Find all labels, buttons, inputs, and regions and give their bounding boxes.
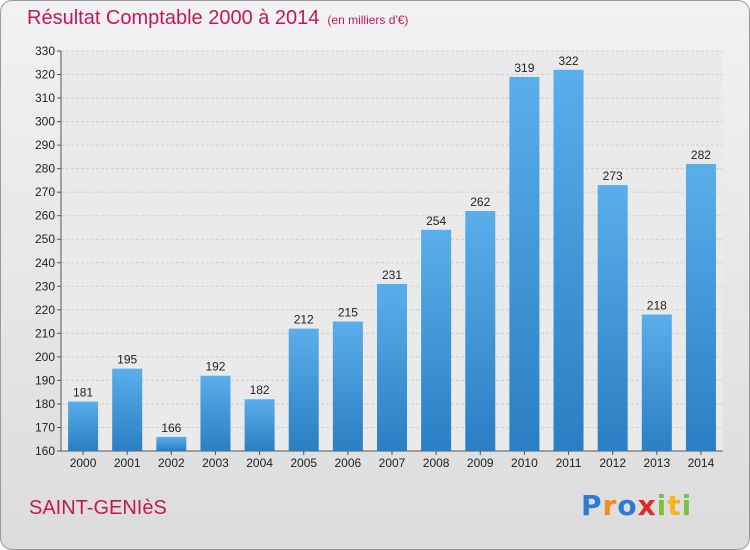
data-label: 182 [250, 383, 270, 397]
bar [244, 399, 275, 451]
y-tick-label: 230 [35, 279, 55, 293]
bar [376, 283, 408, 451]
data-label: 282 [691, 148, 711, 162]
y-tick-label: 330 [35, 44, 55, 58]
x-tick-label: 2003 [202, 456, 229, 470]
bar [332, 321, 363, 451]
x-tick-label: 2002 [158, 456, 185, 470]
bar [597, 185, 628, 451]
logo-letter: x [637, 489, 657, 522]
logo-letter: i [656, 489, 668, 522]
data-label: 195 [117, 353, 137, 367]
x-tick-label: 2006 [335, 456, 362, 470]
y-tick-label: 300 [35, 115, 55, 129]
x-tick-label: 2011 [556, 456, 582, 470]
x-tick-label: 2012 [599, 456, 626, 470]
y-tick-label: 320 [35, 68, 55, 82]
y-tick-label: 290 [35, 138, 55, 152]
y-tick-label: 200 [35, 350, 55, 364]
y-tick-label: 240 [35, 256, 55, 270]
data-label: 192 [205, 360, 225, 374]
data-label: 231 [382, 268, 402, 282]
y-tick-label: 270 [35, 185, 55, 199]
x-tick-label: 2004 [246, 456, 273, 470]
bar [465, 211, 496, 451]
data-label: 319 [514, 61, 534, 75]
x-tick-label: 2014 [688, 456, 715, 470]
y-tick-label: 250 [35, 232, 55, 246]
x-tick-label: 2010 [511, 456, 538, 470]
data-label: 322 [559, 54, 579, 68]
y-tick-label: 160 [35, 444, 55, 458]
chart-title: Résultat Comptable 2000 à 2014 (en millie… [27, 7, 408, 30]
bar [156, 436, 187, 451]
bar [200, 375, 231, 451]
bar [421, 229, 452, 451]
bar [553, 69, 584, 451]
x-tick-label: 2007 [379, 456, 406, 470]
y-tick-label: 280 [35, 162, 55, 176]
data-label: 212 [294, 313, 314, 327]
logo-letter: o [617, 489, 638, 522]
logo-letter: t [667, 489, 682, 522]
data-label: 254 [426, 214, 446, 228]
x-tick-label: 2013 [643, 456, 670, 470]
x-tick-label: 2000 [70, 456, 97, 470]
y-tick-label: 170 [35, 420, 55, 434]
data-label: 215 [338, 306, 358, 320]
y-tick-label: 260 [35, 209, 55, 223]
logo-letter: P [581, 489, 603, 522]
y-tick-label: 310 [35, 91, 55, 105]
bar [685, 163, 716, 452]
y-tick-label: 180 [35, 397, 55, 411]
data-label: 166 [161, 421, 181, 435]
logo-letter: r [602, 489, 618, 522]
bar [288, 328, 319, 451]
x-tick-label: 2001 [114, 456, 141, 470]
x-tick-label: 2008 [423, 456, 450, 470]
y-tick-label: 220 [35, 303, 55, 317]
bar [112, 368, 143, 451]
logo-letter: i [681, 489, 693, 522]
chart-subtitle: (en milliers d'€) [327, 13, 409, 27]
y-tick-label: 190 [35, 373, 55, 387]
title-text: Résultat Comptable 2000 à 2014 [27, 7, 320, 29]
bar [509, 76, 540, 451]
bar [68, 401, 99, 451]
x-tick-label: 2009 [467, 456, 494, 470]
data-label: 273 [603, 169, 623, 183]
data-label: 218 [647, 299, 667, 313]
proxiti-logo: Proxiti [581, 489, 692, 522]
bar [641, 314, 672, 451]
data-label: 262 [470, 195, 490, 209]
data-label: 181 [73, 386, 93, 400]
commune-name: SAINT-GENIèS [29, 497, 167, 519]
y-tick-label: 210 [35, 326, 55, 340]
x-tick-label: 2005 [290, 456, 317, 470]
